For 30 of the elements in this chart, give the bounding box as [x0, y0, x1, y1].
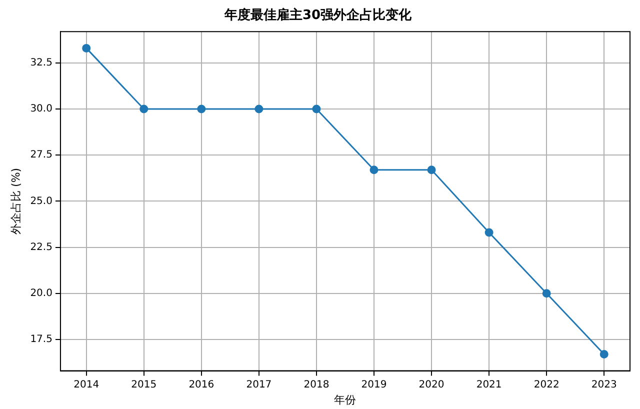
x-tick-label: 2019: [361, 379, 387, 390]
y-tick-label: 32.5: [30, 58, 52, 69]
y-axis-title: 外企占比 (%): [9, 168, 22, 234]
point: [197, 104, 206, 114]
point: [254, 104, 264, 114]
point: [542, 289, 551, 298]
point: [600, 350, 608, 358]
x-tick-label: 2023: [591, 379, 617, 390]
y-tick-label: 27.5: [30, 150, 52, 161]
point: [427, 166, 436, 174]
x-tick-label: 2015: [131, 379, 157, 390]
y-tick-label: 22.5: [30, 242, 52, 253]
y-tick-label: 30.0: [30, 104, 52, 115]
x-tick-label: 2018: [304, 379, 330, 390]
x-tick-label: 2016: [188, 379, 214, 390]
x-axis-title: 年份: [334, 393, 356, 406]
x-tick-label: 2022: [534, 379, 560, 390]
point: [370, 166, 378, 174]
x-tick-label: 2014: [74, 379, 100, 390]
point: [82, 44, 91, 52]
y-tick-label: 17.5: [30, 334, 52, 346]
x-tick-label: 2020: [418, 379, 444, 390]
point: [484, 228, 494, 237]
point: [140, 104, 148, 114]
y-tick-label: 20.0: [30, 288, 52, 299]
chart-title: 年度最佳雇主30强外企占比变化: [223, 7, 413, 24]
point: [312, 104, 321, 114]
y-tick-label: 25.0: [30, 196, 52, 207]
x-tick-label: 2021: [476, 379, 502, 390]
x-tick-label: 2017: [246, 379, 272, 390]
